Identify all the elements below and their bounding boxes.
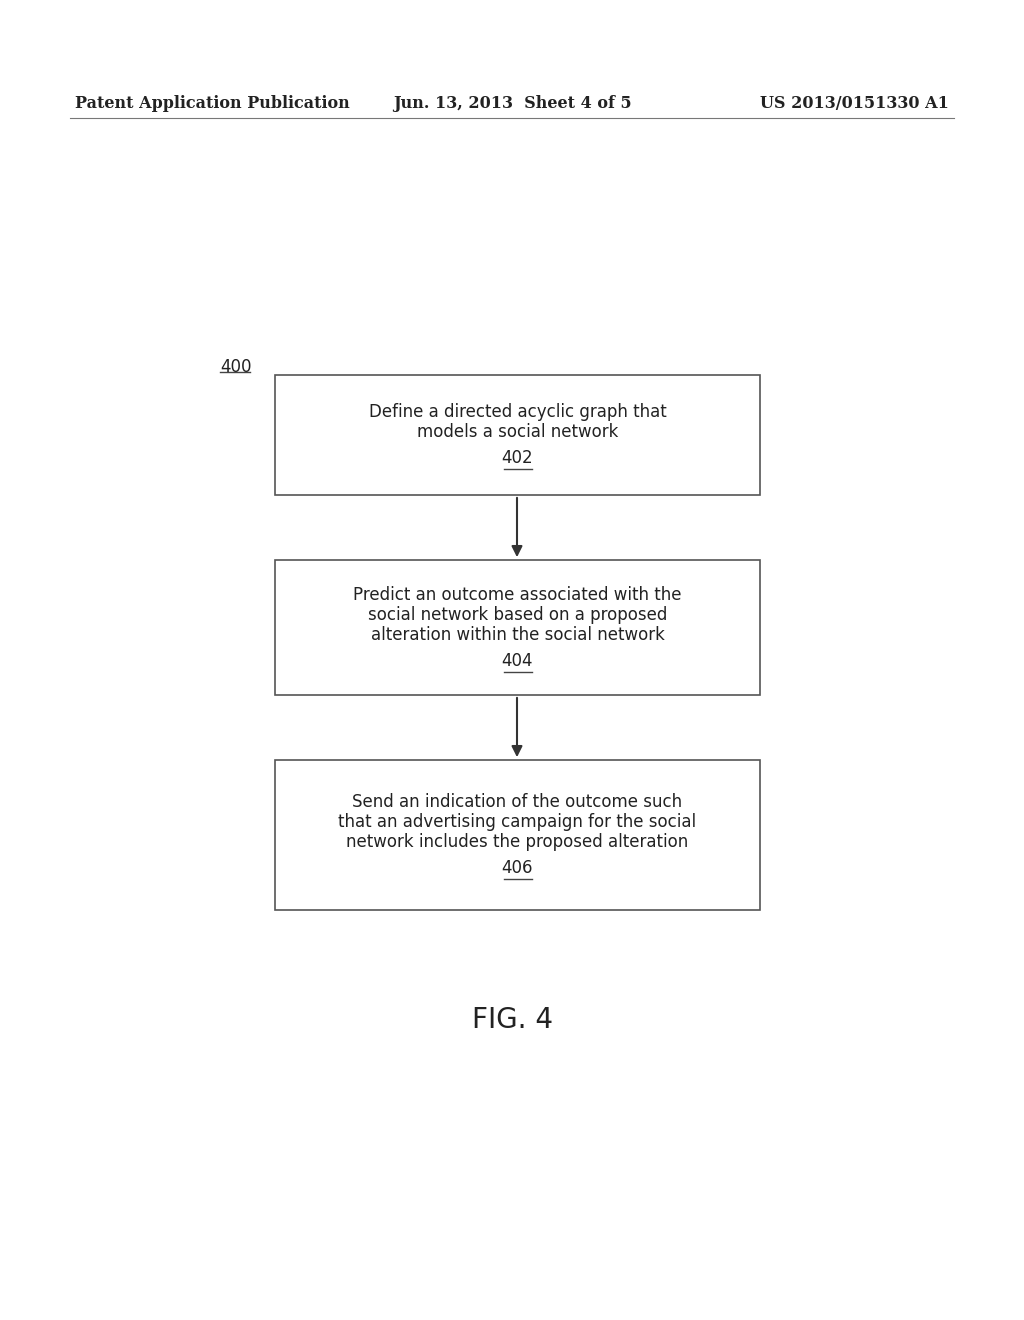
Text: Jun. 13, 2013  Sheet 4 of 5: Jun. 13, 2013 Sheet 4 of 5 [392,95,632,112]
Text: network includes the proposed alteration: network includes the proposed alteration [346,833,688,851]
Text: Send an indication of the outcome such: Send an indication of the outcome such [352,793,683,810]
Text: social network based on a proposed: social network based on a proposed [368,606,668,623]
Text: models a social network: models a social network [417,422,618,441]
Text: Patent Application Publication: Patent Application Publication [75,95,350,112]
Bar [275,375,760,495]
Text: 400: 400 [220,358,252,376]
Bar [275,760,760,909]
Text: FIG. 4: FIG. 4 [471,1006,553,1034]
Text: 402: 402 [502,449,534,467]
Text: 406: 406 [502,859,534,876]
Text: that an advertising campaign for the social: that an advertising campaign for the soc… [339,813,696,832]
Bar [275,560,760,696]
Text: Define a directed acyclic graph that: Define a directed acyclic graph that [369,403,667,421]
Text: Predict an outcome associated with the: Predict an outcome associated with the [353,586,682,603]
Text: alteration within the social network: alteration within the social network [371,626,665,644]
Text: US 2013/0151330 A1: US 2013/0151330 A1 [760,95,949,112]
Text: 404: 404 [502,652,534,669]
